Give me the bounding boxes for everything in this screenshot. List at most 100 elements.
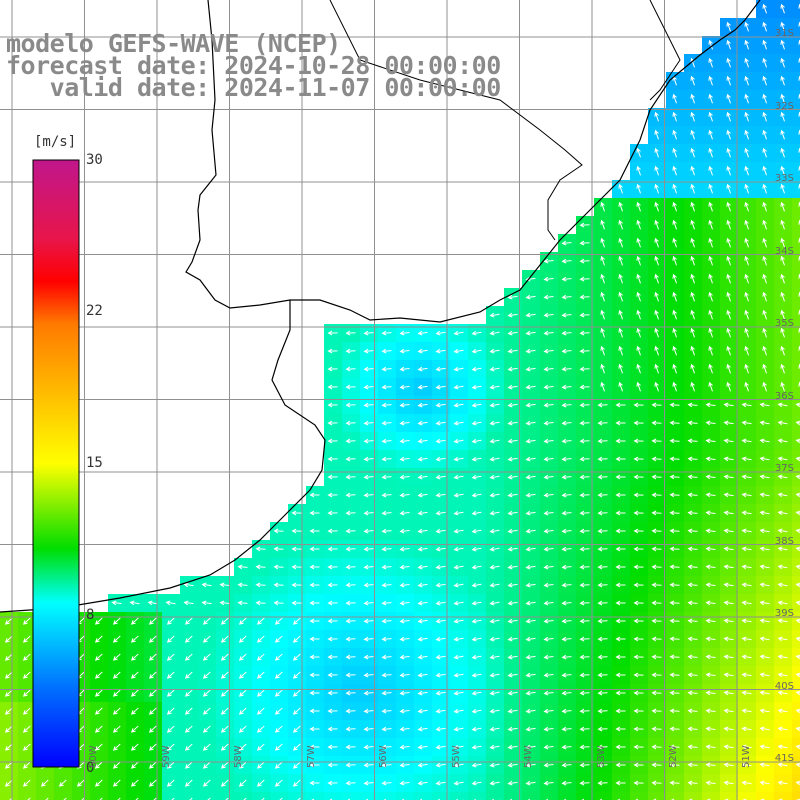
lat-label: 37S	[774, 463, 794, 474]
wind-arrow	[777, 708, 788, 714]
wind-arrow	[489, 348, 500, 354]
wind-arrow	[780, 345, 785, 356]
wind-arrow	[651, 618, 662, 624]
wind-arrow	[220, 617, 229, 625]
wind-arrow	[561, 672, 572, 678]
wind-arrow	[615, 672, 626, 678]
wind-arrow	[345, 348, 356, 354]
wind-arrow	[112, 725, 121, 733]
wind-arrow	[399, 348, 410, 354]
wind-arrow	[291, 582, 302, 588]
wind-arrow	[687, 456, 698, 462]
wind-arrow	[309, 528, 320, 534]
wind-arrow	[489, 636, 500, 642]
wind-arrow	[471, 474, 482, 480]
wind-arrow	[636, 147, 641, 158]
wind-arrow	[453, 420, 464, 426]
wind-arrow	[130, 653, 139, 661]
lon-label: 59W	[160, 745, 172, 768]
wind-arrow	[687, 402, 698, 408]
wind-arrow	[597, 546, 608, 552]
wind-cell	[792, 630, 800, 648]
wind-arrow	[417, 384, 428, 390]
wind-arrow	[237, 600, 248, 606]
wind-arrow	[600, 363, 605, 374]
wind-arrow	[345, 636, 356, 642]
wind-arrow	[708, 381, 713, 392]
wind-arrow	[543, 474, 554, 480]
wind-arrow	[705, 780, 716, 786]
wind-arrow	[597, 780, 608, 786]
wind-arrow	[597, 402, 608, 408]
wind-arrow	[417, 474, 428, 480]
wind-arrow	[22, 635, 31, 643]
wind-arrow	[705, 600, 716, 606]
wind-arrow	[525, 348, 536, 354]
wind-arrow	[762, 147, 767, 158]
wind-arrow	[327, 564, 338, 570]
wind-arrow	[654, 291, 659, 302]
wind-arrow	[780, 75, 785, 86]
wind-arrow	[381, 330, 392, 336]
lat-label: 41S	[774, 753, 794, 764]
wind-arrow	[381, 708, 392, 714]
wind-arrow	[597, 618, 608, 624]
wind-arrow	[238, 617, 247, 625]
wind-arrow	[202, 689, 211, 697]
wind-arrow	[279, 797, 283, 800]
wind-arrow	[615, 492, 626, 498]
wind-arrow	[687, 744, 698, 750]
wind-arrow	[399, 546, 410, 552]
wind-arrow	[780, 39, 785, 50]
lon-label: 56W	[378, 745, 389, 768]
wind-cell	[486, 792, 504, 800]
wind-arrow	[327, 438, 338, 444]
wind-arrow	[507, 600, 518, 606]
wind-arrow	[795, 546, 800, 552]
wind-arrow	[687, 708, 698, 714]
wind-arrow	[723, 582, 734, 588]
wind-arrow	[381, 618, 392, 624]
wind-arrow	[636, 219, 641, 230]
wind-arrow	[489, 708, 500, 714]
wind-arrow	[777, 726, 788, 732]
wind-arrow	[726, 201, 731, 212]
wind-arrow	[291, 600, 302, 606]
wind-arrow	[669, 420, 680, 426]
wind-arrow	[615, 582, 626, 588]
wind-arrow	[345, 474, 356, 480]
wind-arrow	[345, 384, 356, 390]
wind-arrow	[507, 348, 518, 354]
wind-arrow	[687, 438, 698, 444]
wind-arrow	[112, 671, 121, 679]
wind-arrow	[744, 273, 749, 284]
wind-cell	[792, 72, 800, 90]
wind-arrow	[543, 528, 554, 534]
wind-arrow	[363, 582, 374, 588]
lat-label: 34S	[774, 245, 794, 257]
wind-arrow	[489, 744, 500, 750]
wind-arrow	[561, 240, 572, 246]
wind-arrow	[435, 402, 446, 408]
wind-arrow	[780, 363, 785, 374]
wind-arrow	[723, 744, 734, 750]
wind-arrow	[777, 780, 788, 786]
wind-arrow	[726, 273, 731, 284]
lon-label: 53W	[595, 745, 607, 768]
wind-arrow	[363, 528, 374, 534]
wind-arrow	[327, 474, 338, 480]
wind-arrow	[381, 600, 392, 606]
wind-arrow	[399, 708, 410, 714]
wind-arrow	[762, 309, 767, 320]
wind-cell	[450, 792, 468, 800]
wind-arrow	[672, 327, 677, 338]
wind-arrow	[202, 707, 211, 715]
wind-arrow	[561, 582, 572, 588]
wind-arrow	[543, 438, 554, 444]
wind-arrow	[220, 779, 229, 787]
wind-arrow	[507, 366, 518, 372]
wind-arrow	[543, 258, 554, 264]
wind-arrow	[618, 219, 623, 230]
wind-arrow	[453, 456, 464, 462]
wind-arrow	[112, 743, 121, 751]
